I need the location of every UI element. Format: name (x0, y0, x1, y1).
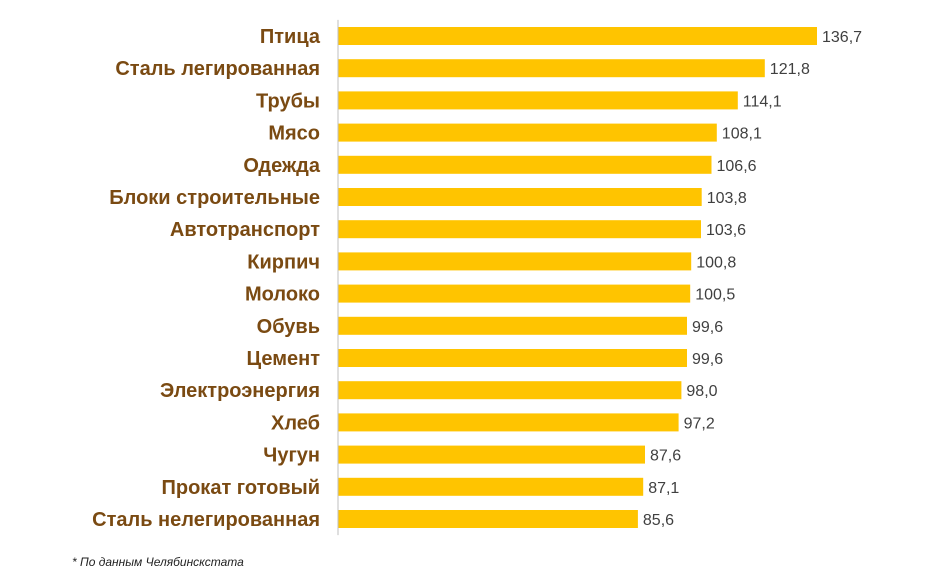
bar (338, 59, 765, 78)
bar (338, 510, 638, 528)
bar (338, 445, 645, 464)
value-label: 99,6 (692, 351, 723, 368)
bar (338, 252, 692, 271)
bar (338, 155, 712, 174)
category-label: Цемент (246, 348, 320, 370)
category-label: Птица (260, 26, 321, 48)
category-label: Хлеб (271, 412, 320, 434)
value-label: 87,6 (650, 448, 681, 465)
value-label: 108,1 (722, 126, 762, 143)
category-label: Сталь легированная (115, 58, 320, 80)
value-label: 99,6 (692, 319, 723, 336)
bar (338, 381, 682, 400)
category-label: Автотранспорт (170, 219, 320, 241)
bar (338, 220, 701, 239)
footnote: * По данным Челябинскстата (72, 555, 244, 569)
value-label: 136,7 (822, 29, 862, 46)
value-label: 85,6 (643, 512, 674, 529)
value-label: 114,1 (743, 93, 782, 110)
value-label: 100,8 (696, 254, 736, 271)
category-label: Одежда (243, 155, 320, 177)
value-label: 98,0 (686, 383, 717, 400)
category-label: Кирпич (247, 251, 320, 273)
value-label: 97,2 (684, 415, 715, 432)
category-label: Сталь нелегированная (92, 509, 320, 531)
bar (338, 188, 702, 206)
category-label: Обувь (257, 316, 320, 338)
bar (338, 349, 687, 367)
category-label: Прокат готовый (162, 477, 321, 499)
category-label: Трубы (256, 90, 320, 112)
value-label: 106,6 (717, 158, 757, 175)
value-label: 103,6 (706, 222, 746, 239)
value-label: 103,8 (707, 190, 747, 207)
category-label: Электроэнергия (160, 380, 320, 402)
bar (338, 316, 687, 335)
bar (338, 27, 817, 45)
value-label: 100,5 (695, 287, 735, 304)
value-label: 121,8 (770, 61, 810, 78)
bar (338, 413, 679, 432)
category-label: Мясо (268, 123, 320, 145)
category-label: Блоки строительные (109, 187, 320, 209)
bar (338, 284, 691, 303)
value-label: 87,1 (648, 480, 679, 497)
bar (338, 123, 717, 142)
bar (338, 477, 644, 496)
category-label: Молоко (245, 284, 320, 306)
category-label: Чугун (263, 445, 320, 467)
bar (338, 91, 738, 110)
